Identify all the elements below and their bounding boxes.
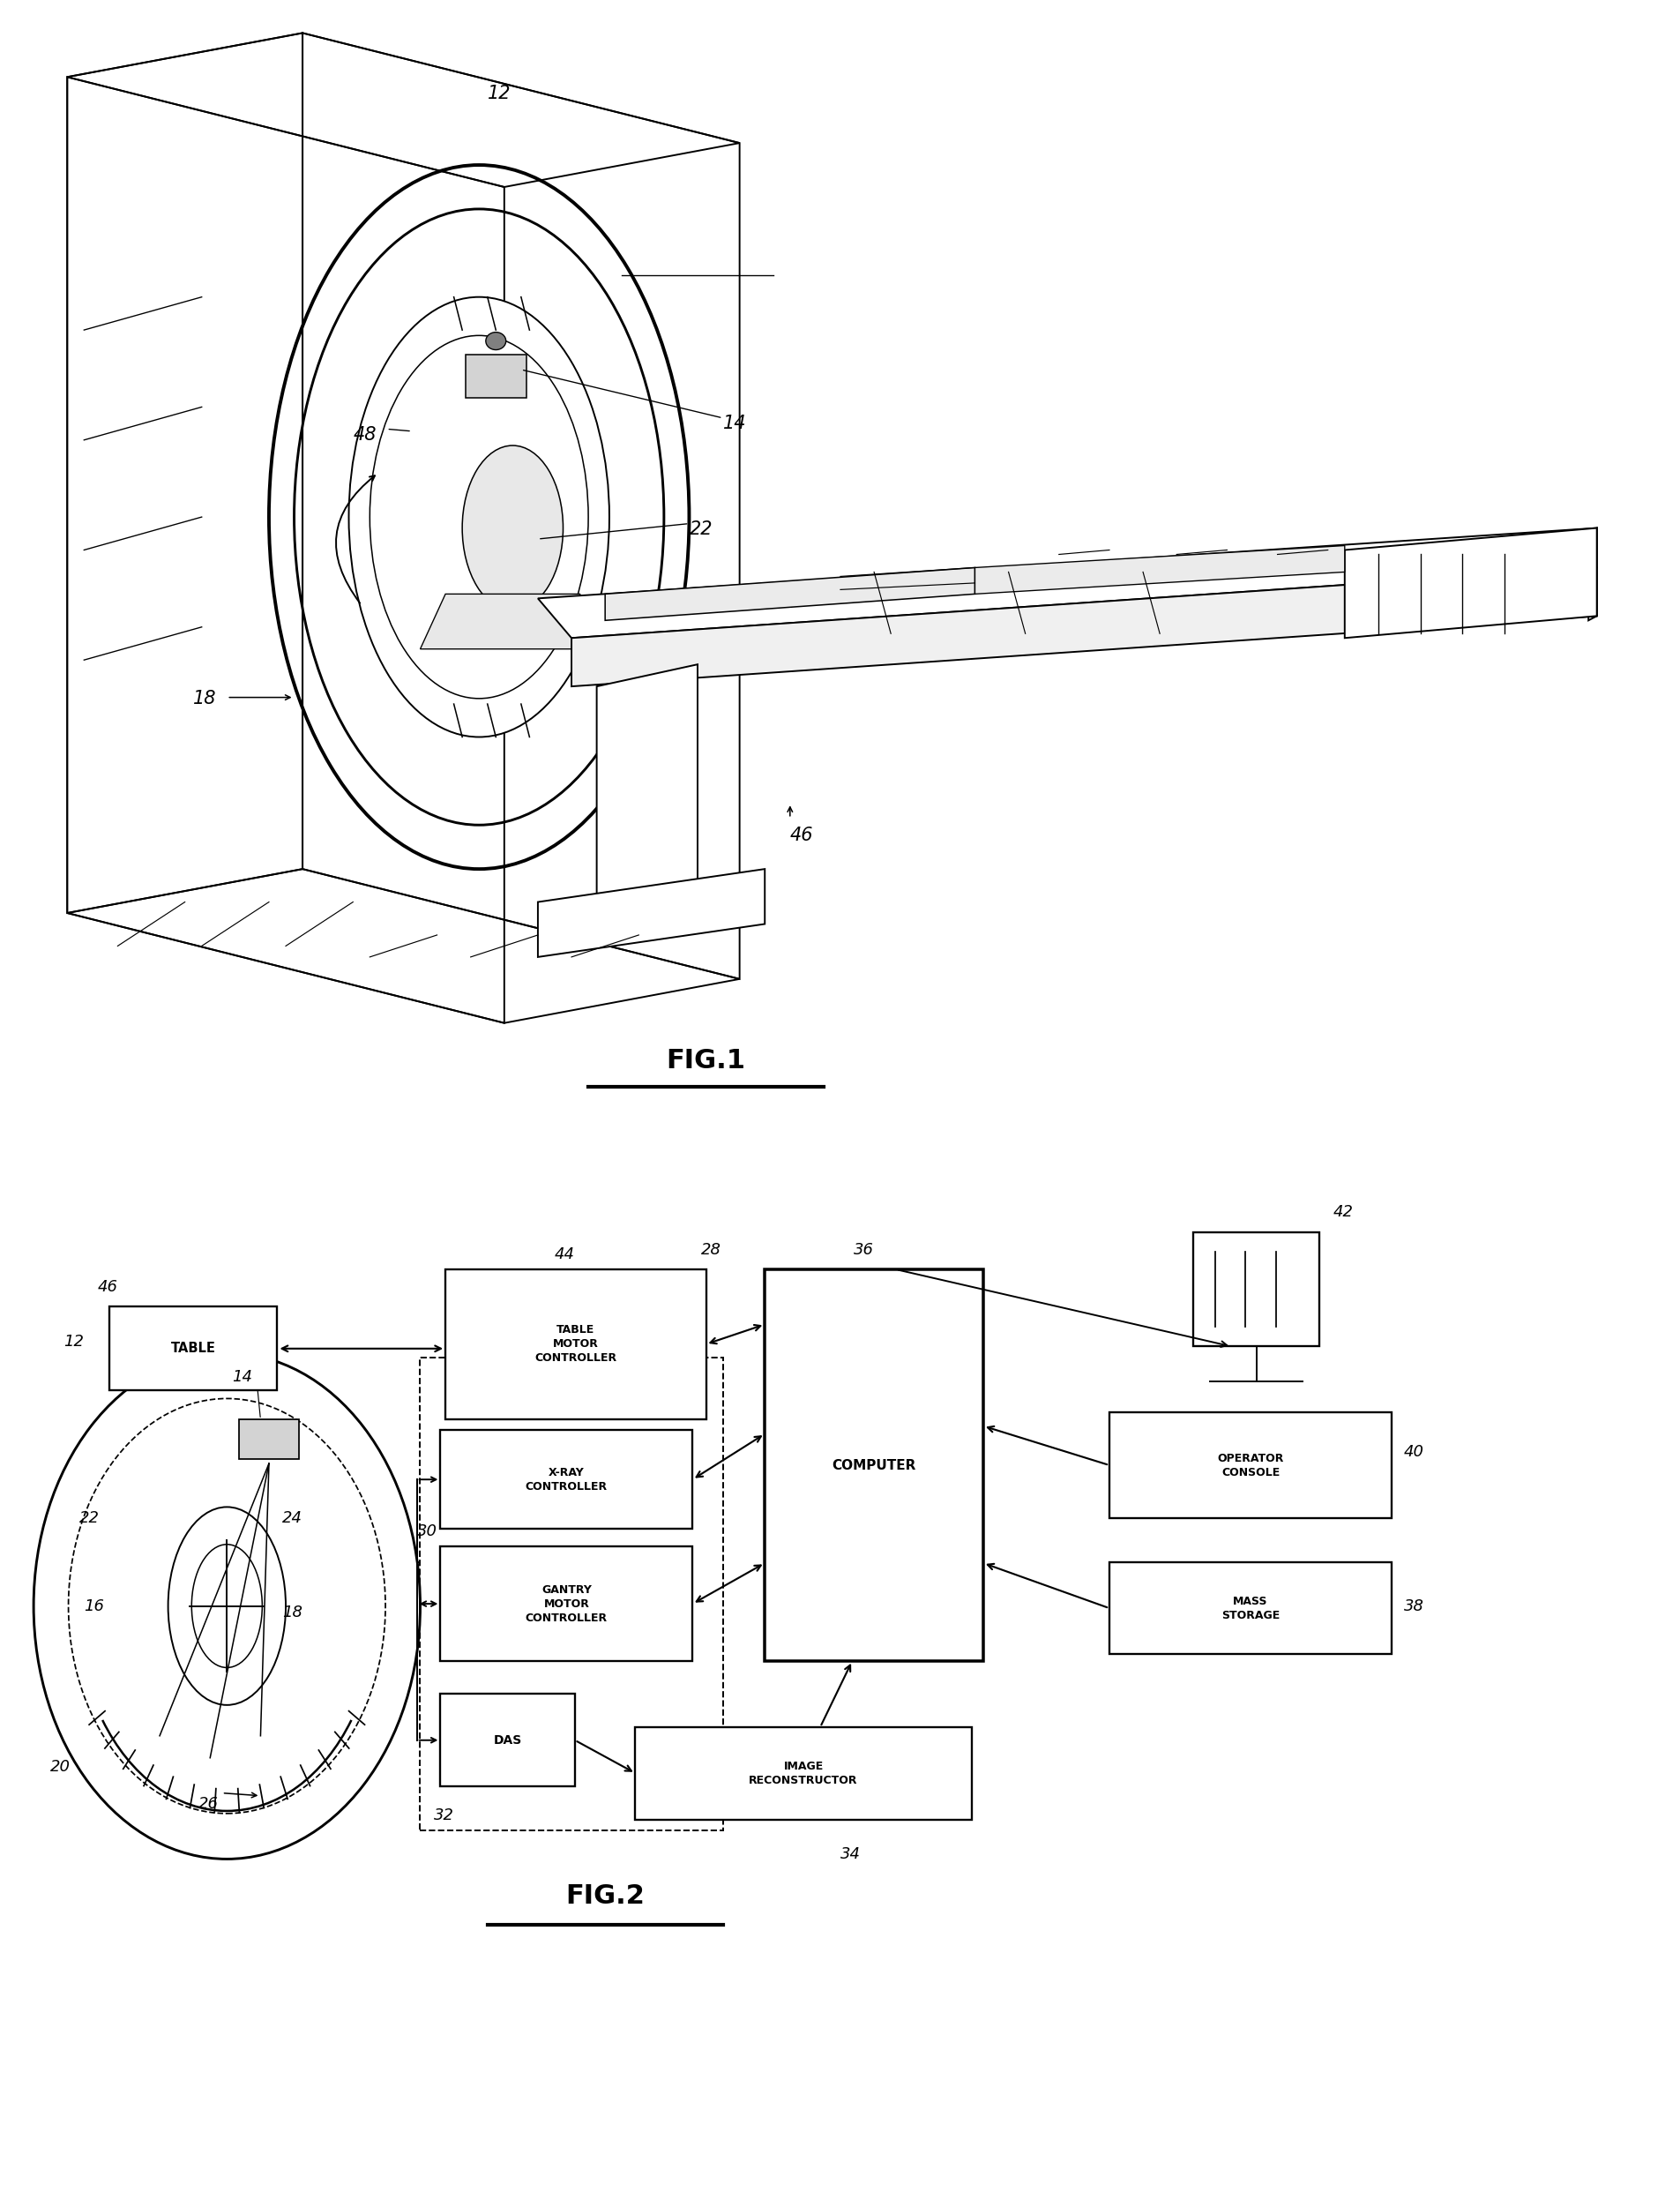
Text: 34: 34 [840, 1846, 860, 1863]
Text: 46: 46 [97, 1278, 118, 1296]
Text: 22: 22 [689, 521, 712, 539]
Text: 42: 42 [1332, 1203, 1352, 1221]
Text: 18: 18 [282, 1604, 302, 1621]
Text: 18: 18 [193, 691, 217, 708]
FancyBboxPatch shape [440, 1547, 692, 1661]
Polygon shape [571, 568, 1596, 686]
Polygon shape [538, 528, 1596, 638]
Polygon shape [538, 869, 764, 957]
FancyBboxPatch shape [1109, 1412, 1391, 1518]
FancyBboxPatch shape [1109, 1562, 1391, 1654]
Circle shape [34, 1353, 420, 1859]
Text: DAS: DAS [494, 1734, 521, 1747]
Text: 28: 28 [701, 1241, 721, 1258]
Text: 48: 48 [353, 427, 376, 444]
Text: 22: 22 [79, 1509, 99, 1527]
Text: FIG.1: FIG.1 [665, 1047, 746, 1074]
FancyBboxPatch shape [764, 1269, 983, 1661]
Polygon shape [596, 664, 697, 902]
Text: TABLE
MOTOR
CONTROLLER: TABLE MOTOR CONTROLLER [534, 1324, 617, 1364]
Text: 12: 12 [487, 86, 511, 103]
Polygon shape [465, 354, 526, 398]
Text: 30: 30 [417, 1522, 437, 1540]
Text: 12: 12 [64, 1333, 84, 1351]
Text: GANTRY
MOTOR
CONTROLLER: GANTRY MOTOR CONTROLLER [526, 1584, 606, 1624]
Text: IMAGE
RECONSTRUCTOR: IMAGE RECONSTRUCTOR [749, 1760, 857, 1786]
Ellipse shape [462, 444, 563, 612]
Text: 20: 20 [50, 1758, 71, 1775]
Polygon shape [974, 546, 1344, 594]
Text: 36: 36 [853, 1241, 874, 1258]
Text: X-RAY
CONTROLLER: X-RAY CONTROLLER [526, 1467, 606, 1492]
Ellipse shape [486, 332, 506, 350]
Text: OPERATOR
CONSOLE: OPERATOR CONSOLE [1216, 1452, 1284, 1478]
Text: 44: 44 [554, 1245, 575, 1263]
Text: 14: 14 [232, 1368, 252, 1386]
Text: 32: 32 [433, 1806, 454, 1824]
Text: TABLE: TABLE [171, 1342, 215, 1355]
Ellipse shape [349, 297, 608, 737]
Polygon shape [239, 1419, 299, 1459]
FancyBboxPatch shape [109, 1307, 277, 1390]
Text: 24: 24 [282, 1509, 302, 1527]
Text: COMPUTER: COMPUTER [832, 1459, 916, 1472]
FancyBboxPatch shape [635, 1727, 971, 1819]
Polygon shape [1344, 528, 1596, 638]
Text: 16: 16 [84, 1597, 104, 1615]
Text: 40: 40 [1403, 1443, 1423, 1461]
Text: 38: 38 [1403, 1597, 1423, 1615]
FancyBboxPatch shape [440, 1430, 692, 1529]
FancyBboxPatch shape [445, 1269, 706, 1419]
Polygon shape [420, 594, 605, 649]
Text: FIG.2: FIG.2 [564, 1883, 645, 1910]
Polygon shape [605, 568, 974, 620]
FancyBboxPatch shape [440, 1694, 575, 1786]
Text: 46: 46 [790, 827, 813, 845]
Text: 26: 26 [198, 1795, 218, 1813]
FancyBboxPatch shape [1193, 1232, 1319, 1346]
Text: MASS
STORAGE: MASS STORAGE [1221, 1595, 1278, 1621]
Text: 14: 14 [722, 416, 746, 433]
